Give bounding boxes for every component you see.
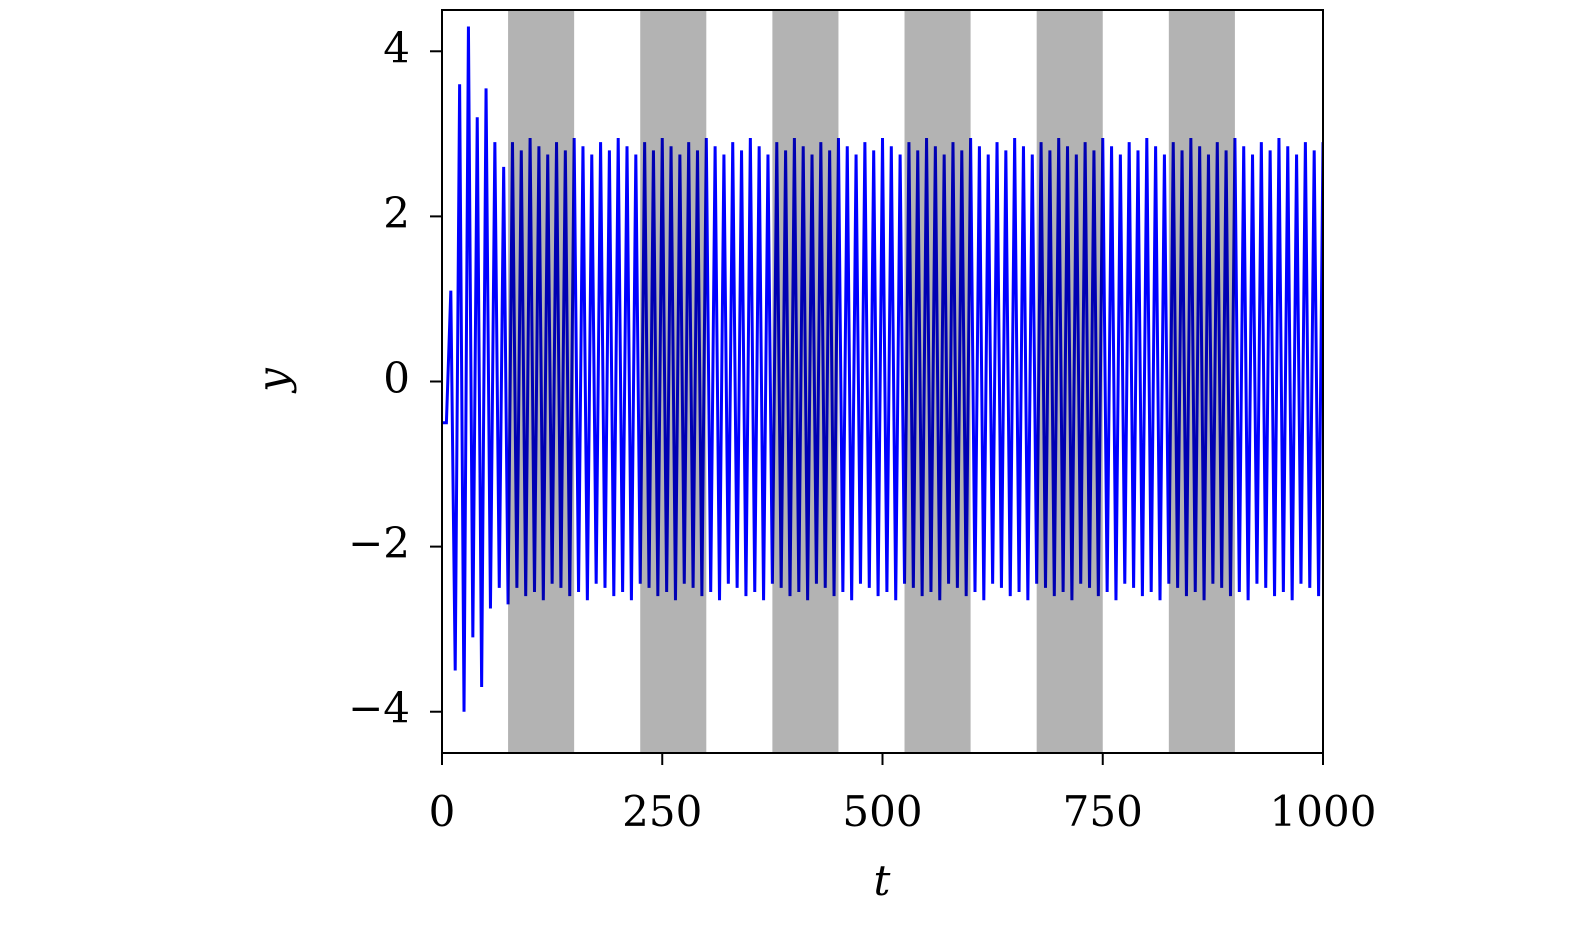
plot-area <box>442 10 1323 753</box>
x-tick-label: 500 <box>842 787 922 836</box>
y-tick-label: −4 <box>348 684 410 733</box>
shaded-region <box>772 10 839 753</box>
shaded-region <box>640 10 707 753</box>
x-tick-label: 750 <box>1063 787 1143 836</box>
y-tick-label: 2 <box>383 188 410 237</box>
shaded-region <box>508 10 575 753</box>
x-tick-label: 250 <box>622 787 702 836</box>
x-tick-label: 1000 <box>1270 787 1377 836</box>
y-tick-label: 4 <box>383 23 410 72</box>
shaded-region <box>1168 10 1235 753</box>
x-tick-label: 0 <box>429 787 456 836</box>
y-tick-label: −2 <box>348 519 410 568</box>
shaded-region <box>1036 10 1103 753</box>
x-axis-label: t <box>874 856 891 905</box>
shaded-region <box>904 10 971 753</box>
y-tick-label: 0 <box>383 354 410 403</box>
y-axis-label: y <box>248 367 297 394</box>
